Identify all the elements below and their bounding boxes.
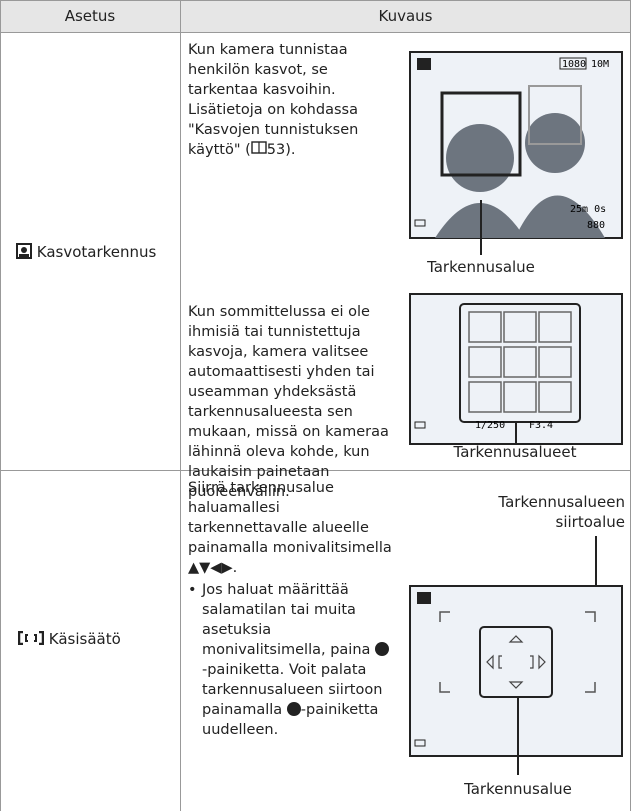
setting-label: Käsisäätö <box>48 630 121 648</box>
leader-line <box>595 536 597 586</box>
header-bg <box>0 0 631 32</box>
arrows: ▲▼◀▶ <box>188 560 233 576</box>
rule <box>180 0 181 811</box>
text: . <box>232 560 238 576</box>
screen-text: 25m 0s <box>570 204 606 215</box>
setting-name: Kasvotarkennus <box>16 243 156 261</box>
screen-text: 880 <box>587 220 605 231</box>
setting-name: Käsisäätö <box>17 630 121 648</box>
setting-label: Kasvotarkennus <box>36 243 157 261</box>
screen-illustration: 1080 10M 25m 0s 880 <box>409 51 623 239</box>
screen-illustration <box>409 585 623 757</box>
caption: Tarkennusalue <box>427 258 535 276</box>
leader-line <box>515 422 517 444</box>
description: Kun sommittelussa ei ole ihmisiä tai tun… <box>188 304 389 500</box>
text: Jos haluat määrittää salamatilan tai mui… <box>202 582 371 658</box>
screen-text: 10M <box>591 59 609 70</box>
rule <box>0 0 631 1</box>
caption: Tarkennusalueet <box>453 443 577 461</box>
header-cell: Asetus <box>64 7 116 25</box>
caption: Tarkennusalue <box>464 780 572 798</box>
description: Kun kamera tunnistaa henkilön kasvot, se… <box>188 40 396 160</box>
screen-text: F3.4 <box>529 420 553 431</box>
screen-text: 1/250 <box>475 420 505 431</box>
ok-icon <box>286 702 301 716</box>
header-cell: Kuvaus <box>378 7 433 25</box>
bullet: • Jos haluat määrittää salamatilan tai m… <box>188 580 393 740</box>
rule <box>0 32 631 33</box>
screen-illustration: 1/250 F3.4 <box>409 293 623 445</box>
text: Kun kamera tunnistaa henkilön kasvot, se… <box>188 42 359 158</box>
bullet-dot: • <box>188 582 197 598</box>
ok-icon <box>375 642 390 656</box>
leader-line <box>480 200 482 255</box>
callout: Tarkennusalueen siirtoalue <box>498 493 625 531</box>
rule <box>0 470 631 471</box>
icon <box>16 243 32 259</box>
text: ). <box>285 142 296 158</box>
icon <box>17 630 45 646</box>
page-ref: 53 <box>266 142 286 158</box>
text: -painiketta. Voit palata tarkennusalueen… <box>202 662 383 718</box>
book-icon <box>251 141 267 154</box>
screen-text: 1080 <box>562 59 586 70</box>
description: Siirrä tarkennusalue haluamallesi tarken… <box>188 478 393 740</box>
text: Siirrä tarkennusalue haluamallesi tarken… <box>188 480 392 556</box>
rule <box>0 0 1 811</box>
leader-line <box>517 697 519 775</box>
text: -painiketta uudelleen. <box>202 702 379 738</box>
